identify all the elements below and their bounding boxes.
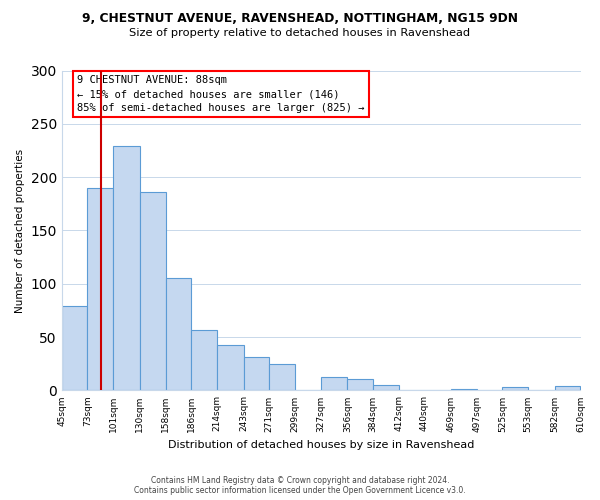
- Bar: [373, 385, 399, 390]
- Bar: [62, 306, 88, 390]
- Y-axis label: Number of detached properties: Number of detached properties: [15, 148, 25, 312]
- Bar: [191, 330, 217, 390]
- Text: 9, CHESTNUT AVENUE, RAVENSHEAD, NOTTINGHAM, NG15 9DN: 9, CHESTNUT AVENUE, RAVENSHEAD, NOTTINGH…: [82, 12, 518, 26]
- Bar: [269, 364, 295, 390]
- Text: Size of property relative to detached houses in Ravenshead: Size of property relative to detached ho…: [130, 28, 470, 38]
- Bar: [140, 192, 166, 390]
- Bar: [502, 387, 528, 390]
- Bar: [113, 146, 140, 390]
- Bar: [217, 344, 244, 391]
- Text: Contains HM Land Registry data © Crown copyright and database right 2024.
Contai: Contains HM Land Registry data © Crown c…: [134, 476, 466, 495]
- Bar: [244, 358, 269, 390]
- Text: 9 CHESTNUT AVENUE: 88sqm
← 15% of detached houses are smaller (146)
85% of semi-: 9 CHESTNUT AVENUE: 88sqm ← 15% of detach…: [77, 76, 365, 114]
- Bar: [166, 278, 191, 390]
- Bar: [555, 386, 580, 390]
- Bar: [88, 188, 113, 390]
- X-axis label: Distribution of detached houses by size in Ravenshead: Distribution of detached houses by size …: [168, 440, 475, 450]
- Bar: [320, 376, 347, 390]
- Bar: [347, 378, 373, 390]
